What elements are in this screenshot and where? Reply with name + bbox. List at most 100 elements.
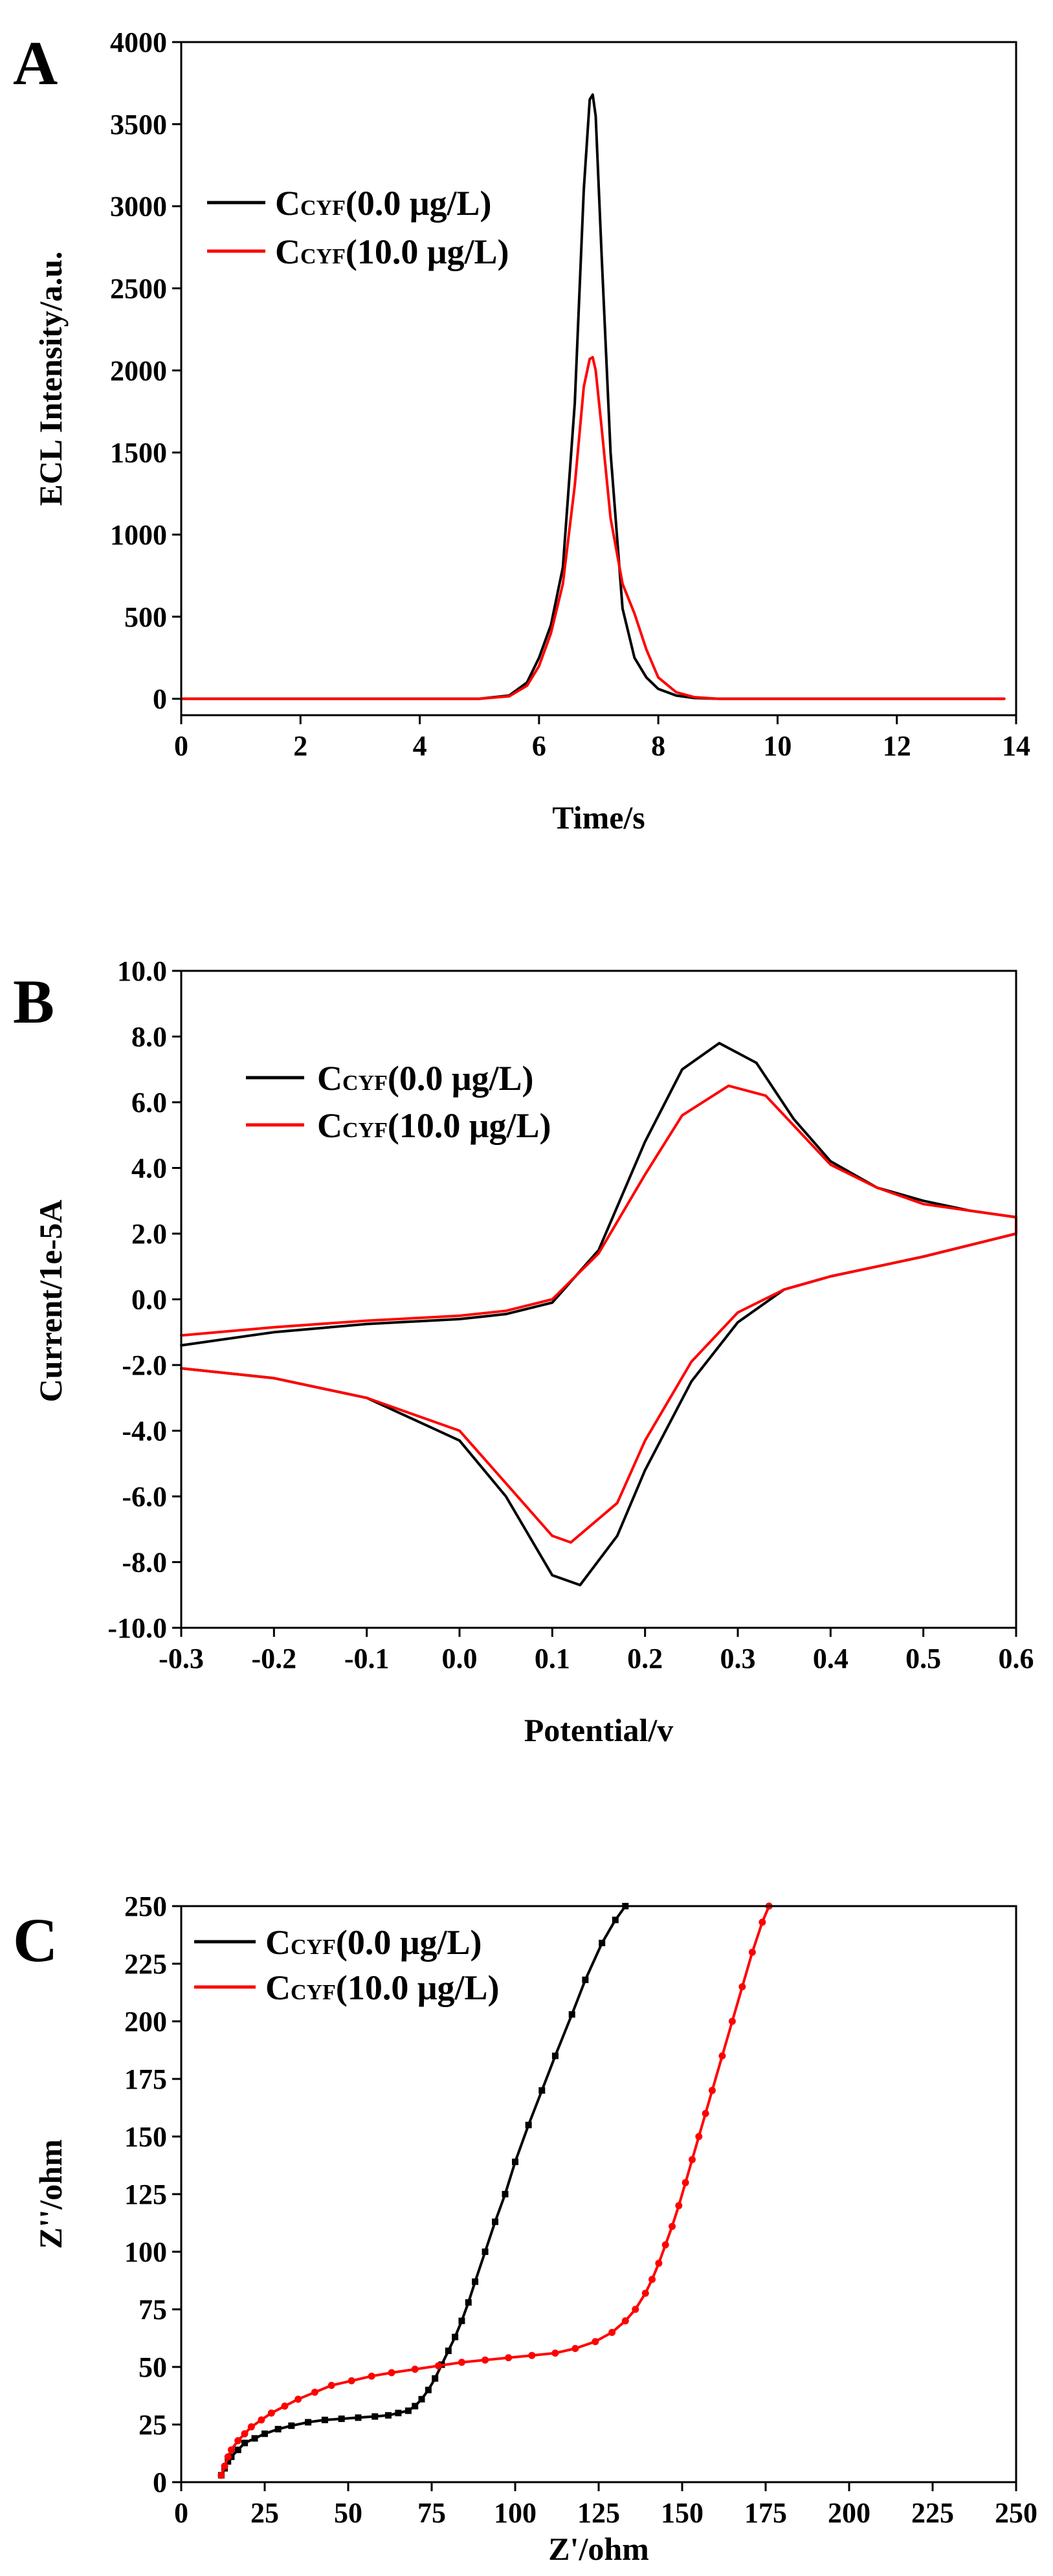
plot-frame-b — [180, 970, 1017, 1629]
data-point-c-1 — [708, 2087, 716, 2094]
data-point-c-0 — [241, 2439, 249, 2447]
data-point-c-0 — [261, 2430, 268, 2437]
data-point-c-1 — [482, 2356, 489, 2364]
series-group-b — [180, 1041, 1017, 1586]
y-tick-label-a: 1500 — [110, 437, 167, 469]
x-tick-label-c: 0 — [174, 2497, 188, 2529]
data-point-c-1 — [648, 2276, 656, 2283]
x-tick-label-b: 0.3 — [720, 1643, 756, 1674]
data-point-c-0 — [234, 2447, 241, 2454]
panel-c: C 0 25 50 75 100 125 150 175 200 225 250 0 25 50 75 10… — [13, 1891, 1037, 2567]
data-point-c-0 — [321, 2416, 328, 2423]
data-point-c-0 — [472, 2278, 479, 2285]
x-tick-label-b: -0.2 — [252, 1643, 297, 1674]
x-axis-ticks-a: 0 2 4 6 8 10 12 14 — [174, 715, 1030, 762]
data-point-c-1 — [688, 2156, 696, 2164]
plot-frame-a — [180, 41, 1017, 716]
x-tick-label-b: -0.1 — [344, 1643, 390, 1674]
data-point-c-1 — [632, 2305, 639, 2313]
x-tick-label-c: 125 — [577, 2497, 620, 2529]
data-point-c-0 — [432, 2375, 439, 2382]
y-tick-label-b: 6.0 — [131, 1087, 167, 1118]
y-tick-label-b: 4.0 — [131, 1153, 167, 1184]
data-point-c-1 — [641, 2289, 649, 2297]
data-point-c-1 — [702, 2109, 709, 2117]
data-point-c-0 — [538, 2087, 546, 2094]
data-point-c-1 — [608, 2329, 616, 2337]
data-point-c-1 — [281, 2403, 289, 2410]
x-tick-label-a: 2 — [293, 730, 307, 762]
data-point-c-1 — [258, 2416, 265, 2424]
series-line-b-0 — [180, 1041, 1017, 1586]
data-point-c-1 — [682, 2179, 689, 2186]
x-axis-ticks-c: 0 25 50 75 100 125 150 175 200 225 250 — [174, 2482, 1037, 2529]
series-line-c-0 — [219, 1905, 627, 2477]
legend-entry-b-0: CCYF(0.0 μg/L) — [317, 1059, 534, 1098]
series-line-a-1 — [180, 356, 1006, 700]
x-tick-label-b: 0.2 — [627, 1643, 663, 1674]
y-tick-label-a: 2500 — [110, 272, 167, 304]
x-tick-label-c: 150 — [661, 2497, 704, 2529]
y-tick-label-b: 2.0 — [131, 1218, 167, 1250]
y-tick-label-c: 225 — [124, 1948, 167, 1980]
y-tick-label-c: 200 — [124, 2006, 167, 2037]
data-point-c-0 — [599, 1939, 606, 1946]
x-tick-label-b: 0.0 — [442, 1643, 478, 1674]
legend-entry-a-1: CCYF(10.0 μg/L) — [275, 232, 509, 271]
data-point-c-0 — [512, 2159, 518, 2166]
y-tick-label-c: 75 — [139, 2294, 167, 2326]
data-point-c-1 — [505, 2354, 513, 2362]
y-tick-label-b: 8.0 — [131, 1021, 167, 1053]
data-point-c-1 — [571, 2345, 579, 2353]
x-tick-label-c: 100 — [494, 2497, 537, 2529]
data-point-c-1 — [368, 2372, 375, 2380]
data-point-c-1 — [217, 2471, 225, 2479]
x-axis-label-c: Z'/ohm — [548, 2531, 649, 2567]
plot-frame-c — [180, 1905, 1017, 2483]
series-group-c — [217, 1902, 773, 2479]
data-point-c-0 — [465, 2299, 472, 2306]
x-tick-label-b: -0.3 — [159, 1643, 204, 1674]
data-point-c-0 — [274, 2426, 282, 2433]
x-tick-label-c: 250 — [995, 2497, 1037, 2529]
y-axis-ticks-c: 0 25 50 75 100 125 150 175 200 225 250 — [124, 1891, 181, 2498]
data-point-c-1 — [748, 1948, 756, 1956]
data-point-c-0 — [395, 2410, 402, 2417]
y-axis-ticks-a: 0 500 1000 1500 2000 2500 3000 3500 4000 — [110, 27, 181, 715]
data-point-c-0 — [582, 1976, 589, 1983]
legend-c: CCYF(0.0 μg/L) CCYF(10.0 μg/L) — [194, 1923, 500, 2007]
data-point-c-1 — [738, 1983, 746, 1991]
data-point-c-1 — [718, 2052, 726, 2060]
data-point-c-1 — [655, 2260, 663, 2267]
x-tick-label-b: 0.1 — [535, 1643, 570, 1674]
data-point-c-1 — [592, 2338, 599, 2346]
y-tick-label-a: 3500 — [110, 109, 167, 140]
panel-letter-b: B — [13, 967, 54, 1036]
y-tick-label-b: -2.0 — [122, 1349, 167, 1381]
x-tick-label-c: 175 — [744, 2497, 787, 2529]
y-tick-label-c: 50 — [139, 2351, 167, 2383]
x-tick-label-a: 4 — [413, 730, 427, 762]
data-point-c-1 — [551, 2349, 559, 2357]
data-point-c-0 — [551, 2052, 559, 2060]
data-point-c-0 — [338, 2415, 345, 2423]
y-tick-label-c: 125 — [124, 2179, 167, 2210]
data-point-c-0 — [482, 2248, 489, 2255]
data-point-c-0 — [412, 2403, 419, 2410]
y-tick-label-a: 2000 — [110, 355, 167, 386]
y-tick-label-b: -8.0 — [122, 1547, 167, 1579]
data-point-c-1 — [247, 2423, 255, 2431]
y-axis-label-c: Z''/ohm — [32, 2139, 69, 2248]
legend-a: CCYF(0.0 μg/L) CCYF(10.0 μg/L) — [207, 184, 509, 271]
panel-a: A 0 2 4 6 8 10 12 14 0 500 1000 1500 2000 2500 3000 35… — [13, 27, 1030, 836]
y-tick-label-c: 0 — [153, 2467, 167, 2498]
data-point-c-1 — [458, 2359, 465, 2366]
legend-entry-c-0: CCYF(0.0 μg/L) — [265, 1923, 482, 1962]
x-axis-ticks-b: -0.3 -0.2 -0.1 0.0 0.1 0.2 0.3 0.4 0.5 0.6 — [159, 1628, 1034, 1674]
y-axis-ticks-b: -10.0 -8.0 -6.0 -4.0 -2.0 0.0 2.0 4.0 6.0 8.0 10.0 — [107, 955, 181, 1644]
data-point-c-1 — [348, 2377, 355, 2384]
panel-letter-c: C — [13, 1905, 58, 1975]
data-point-c-1 — [267, 2409, 275, 2417]
data-point-c-1 — [528, 2351, 536, 2359]
data-point-c-1 — [669, 2223, 676, 2230]
